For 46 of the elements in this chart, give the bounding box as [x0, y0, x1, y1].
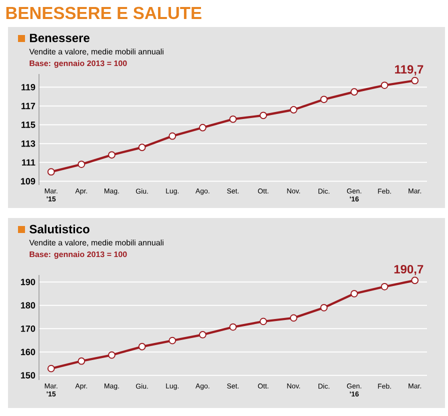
point — [260, 112, 268, 120]
point — [380, 82, 388, 89]
point — [108, 151, 116, 159]
point — [350, 290, 358, 298]
point — [380, 282, 388, 290]
point — [138, 144, 146, 152]
y-tick-label: 111 — [22, 159, 36, 166]
point — [47, 364, 55, 372]
point — [108, 351, 116, 359]
point — [229, 115, 237, 123]
text: Base: gennaio 2013 = 100 — [30, 60, 127, 68]
point — [350, 88, 358, 96]
y-tick-label: 160 — [21, 348, 36, 356]
point — [290, 314, 298, 322]
y-tick-label: 190 — [21, 278, 36, 286]
annotation: 119,7 — [395, 65, 424, 76]
y-tick-label: 180 — [21, 302, 36, 309]
point — [138, 342, 146, 350]
y-tick-label: 170 — [21, 325, 36, 332]
chart-subtitle: Vendite a valore, medie mobili annuali — [29, 48, 164, 56]
chart-subtitle: Vendite a valore, medie mobili annuali — [29, 240, 164, 246]
y-tick-label: 113 — [22, 140, 36, 147]
text: Base: gennaio 2013 = 100 — [30, 251, 127, 259]
y-tick-label: 115 — [22, 122, 36, 128]
point — [320, 96, 328, 104]
point — [47, 168, 55, 176]
point — [320, 304, 328, 312]
point — [168, 132, 176, 140]
point — [198, 331, 206, 338]
chart-title: Benessere — [30, 34, 90, 42]
point — [411, 76, 419, 84]
chart-title: Salutistico — [30, 224, 90, 234]
point — [168, 336, 176, 344]
point — [260, 318, 268, 326]
point — [290, 106, 298, 114]
y-tick-label: 150 — [21, 372, 36, 379]
y-tick-label: 117 — [22, 102, 36, 110]
point — [78, 160, 86, 168]
point — [198, 124, 206, 132]
y-tick-label: 119 — [22, 84, 36, 90]
point — [78, 357, 86, 365]
point — [229, 323, 237, 331]
point — [411, 276, 419, 284]
annotation: 190,7 — [394, 264, 424, 276]
text: BENESSERE E SALUTE — [6, 6, 202, 20]
y-tick-label: 109 — [21, 178, 36, 184]
